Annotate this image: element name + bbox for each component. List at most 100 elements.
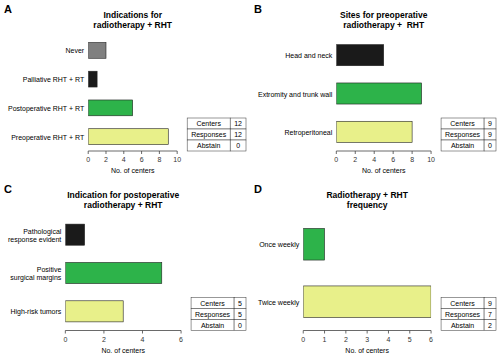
table-cell	[441, 140, 484, 151]
x-axis-label: No. of centers	[362, 167, 406, 174]
table-cell	[484, 298, 496, 309]
text-line: Extromity and trunk wall	[258, 90, 333, 98]
bar	[88, 129, 168, 145]
bar	[336, 45, 383, 66]
x-tick	[65, 331, 66, 334]
text-line: Once weekly	[259, 241, 300, 249]
bar	[88, 100, 132, 116]
table-label: Abstain	[451, 142, 474, 149]
table-cell	[191, 320, 234, 331]
text-line: Positive	[37, 266, 62, 273]
category-label: Palliative RHT + RT	[23, 76, 85, 83]
bar	[88, 42, 106, 58]
text-line: radiotherapy + RHT	[93, 20, 172, 30]
category-label: Extromity and trunk wall	[258, 90, 333, 98]
table-cell	[441, 309, 484, 320]
x-tick	[123, 151, 124, 154]
text-line: radiotherapy + RHT	[84, 200, 163, 210]
table-cell	[484, 320, 496, 331]
table-cell	[230, 140, 246, 151]
text-line: Sites for preoperative	[340, 10, 428, 20]
table-cell	[234, 298, 246, 309]
table-cell	[441, 298, 484, 309]
bar	[336, 83, 421, 104]
x-tick	[355, 151, 356, 154]
x-tick	[374, 151, 375, 154]
text-line: Pathological	[23, 227, 62, 235]
x-tick	[324, 331, 325, 334]
table-cell	[230, 118, 246, 129]
x-tick-label: 4	[141, 336, 145, 343]
x-axis-label: No. of centers	[345, 347, 389, 354]
panel: DRadiotherapy + RHTfrequencyTwice weekly…	[254, 183, 496, 354]
x-tick	[141, 151, 142, 154]
table-cell	[484, 118, 496, 129]
table-value: 0	[236, 142, 240, 149]
x-axis-label: No. of centers	[101, 347, 145, 354]
x-tick-label: 0	[334, 156, 338, 163]
table-value: 9	[488, 300, 492, 307]
x-tick	[159, 151, 160, 154]
table-cell	[441, 118, 484, 129]
table-cell	[441, 320, 484, 331]
text-line: Palliative RHT + RT	[23, 76, 85, 83]
category-label: Pathologicalresponse evident	[8, 227, 62, 243]
x-tick-label: 2	[344, 336, 348, 343]
table-value: 9	[488, 131, 492, 138]
table-label: Abstain	[201, 322, 224, 329]
x-tick	[88, 151, 89, 154]
x-tick-label: 6	[391, 156, 395, 163]
table-cell	[187, 129, 230, 140]
text-line: response evident	[8, 235, 61, 243]
summary-table: Centers12Responses12Abstain0	[187, 118, 246, 151]
x-tick-label: 8	[157, 156, 161, 163]
table-cell	[484, 129, 496, 140]
bars	[88, 42, 168, 144]
x-tick	[412, 151, 413, 154]
table-cell	[234, 320, 246, 331]
category-label: Once weekly	[259, 241, 300, 249]
text-line: Radiotherapy + RHT	[326, 190, 408, 200]
x-tick	[393, 151, 394, 154]
x-tick-label: 0	[301, 336, 305, 343]
x-tick	[303, 331, 304, 334]
x-tick	[388, 331, 389, 334]
summary-table: Centers5Responses5Abstain0	[191, 298, 246, 331]
x-tick-label: 10	[173, 156, 181, 163]
x-tick	[409, 331, 410, 334]
category-label: Never	[66, 47, 85, 54]
bar	[303, 228, 324, 260]
table-value: 0	[488, 142, 492, 149]
table-label: Responses	[191, 131, 227, 139]
table-cell	[230, 129, 246, 140]
x-axis-line	[65, 330, 181, 331]
text-line: surgical margins	[10, 274, 61, 282]
table-value: 2	[488, 322, 492, 329]
panel: AIndications forradiotherapy + RHTPreope…	[4, 3, 246, 174]
table-label: Abstain	[197, 142, 220, 149]
text-line: Twice weekly	[258, 298, 300, 306]
chart-title: Indication for postoperativeradiotherapy…	[67, 190, 179, 210]
table-label: Responses	[445, 311, 481, 319]
panel-label: C	[4, 183, 12, 195]
chart-figure: AIndications forradiotherapy + RHTPreope…	[0, 0, 500, 359]
text-line: Indications for	[103, 10, 162, 20]
text-line: Head and neck	[285, 52, 333, 59]
bar	[336, 121, 412, 142]
table-label: Centers	[450, 300, 475, 307]
x-tick-label: 0	[86, 156, 90, 163]
x-tick-label: 4	[122, 156, 126, 163]
x-tick-label: 6	[179, 336, 183, 343]
x-tick	[367, 331, 368, 334]
x-tick-label: 2	[102, 336, 106, 343]
table-value: 0	[238, 322, 242, 329]
x-tick-label: 5	[408, 336, 412, 343]
x-tick-label: 6	[140, 156, 144, 163]
table-value: 12	[234, 120, 242, 127]
table-cell	[191, 298, 234, 309]
table-cell	[187, 118, 230, 129]
x-tick	[431, 151, 432, 154]
table-cell	[484, 140, 496, 151]
panel-label: B	[254, 3, 262, 15]
bar	[65, 224, 84, 245]
